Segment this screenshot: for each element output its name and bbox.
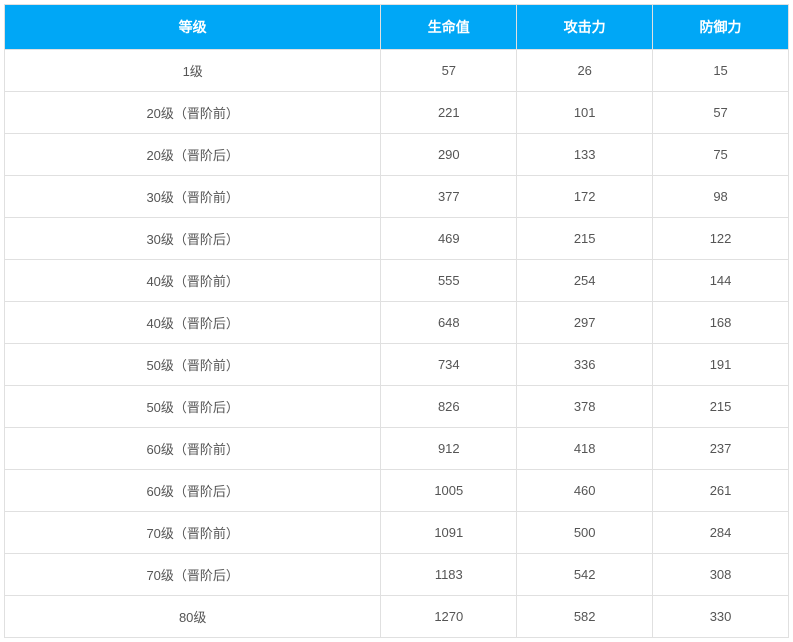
cell-def: 237 (653, 428, 789, 470)
cell-def: 57 (653, 92, 789, 134)
cell-level: 40级（晋阶前） (5, 260, 381, 302)
table-row: 60级（晋阶后）1005460261 (5, 470, 789, 512)
cell-level: 60级（晋阶后） (5, 470, 381, 512)
cell-level: 70级（晋阶前） (5, 512, 381, 554)
cell-hp: 555 (381, 260, 517, 302)
header-level: 等级 (5, 5, 381, 50)
cell-hp: 1005 (381, 470, 517, 512)
cell-hp: 1270 (381, 596, 517, 638)
cell-hp: 734 (381, 344, 517, 386)
cell-def: 284 (653, 512, 789, 554)
cell-level: 20级（晋阶后） (5, 134, 381, 176)
cell-level: 70级（晋阶后） (5, 554, 381, 596)
table-row: 30级（晋阶前）37717298 (5, 176, 789, 218)
cell-hp: 221 (381, 92, 517, 134)
cell-level: 50级（晋阶后） (5, 386, 381, 428)
table-row: 40级（晋阶前）555254144 (5, 260, 789, 302)
cell-level: 60级（晋阶前） (5, 428, 381, 470)
cell-hp: 1091 (381, 512, 517, 554)
table-row: 70级（晋阶前）1091500284 (5, 512, 789, 554)
header-atk: 攻击力 (517, 5, 653, 50)
cell-hp: 648 (381, 302, 517, 344)
table-row: 1级572615 (5, 50, 789, 92)
cell-def: 215 (653, 386, 789, 428)
cell-level: 50级（晋阶前） (5, 344, 381, 386)
cell-hp: 57 (381, 50, 517, 92)
table-row: 50级（晋阶前）734336191 (5, 344, 789, 386)
header-hp: 生命值 (381, 5, 517, 50)
cell-atk: 336 (517, 344, 653, 386)
table-header: 等级 生命值 攻击力 防御力 (5, 5, 789, 50)
cell-atk: 254 (517, 260, 653, 302)
cell-def: 75 (653, 134, 789, 176)
cell-atk: 133 (517, 134, 653, 176)
table-row: 20级（晋阶后）29013375 (5, 134, 789, 176)
cell-atk: 542 (517, 554, 653, 596)
cell-def: 330 (653, 596, 789, 638)
table-row: 40级（晋阶后）648297168 (5, 302, 789, 344)
cell-level: 40级（晋阶后） (5, 302, 381, 344)
cell-level: 30级（晋阶前） (5, 176, 381, 218)
cell-hp: 290 (381, 134, 517, 176)
cell-def: 168 (653, 302, 789, 344)
cell-hp: 826 (381, 386, 517, 428)
table-row: 50级（晋阶后）826378215 (5, 386, 789, 428)
cell-hp: 1183 (381, 554, 517, 596)
cell-level: 1级 (5, 50, 381, 92)
header-def: 防御力 (653, 5, 789, 50)
table-row: 20级（晋阶前）22110157 (5, 92, 789, 134)
cell-def: 191 (653, 344, 789, 386)
cell-level: 20级（晋阶前） (5, 92, 381, 134)
cell-atk: 418 (517, 428, 653, 470)
cell-hp: 912 (381, 428, 517, 470)
stats-table: 等级 生命值 攻击力 防御力 1级57261520级（晋阶前）221101572… (4, 4, 789, 638)
table-row: 60级（晋阶前）912418237 (5, 428, 789, 470)
cell-hp: 469 (381, 218, 517, 260)
cell-def: 122 (653, 218, 789, 260)
cell-atk: 101 (517, 92, 653, 134)
cell-atk: 460 (517, 470, 653, 512)
cell-atk: 297 (517, 302, 653, 344)
cell-level: 80级 (5, 596, 381, 638)
cell-atk: 582 (517, 596, 653, 638)
cell-atk: 26 (517, 50, 653, 92)
cell-def: 15 (653, 50, 789, 92)
cell-def: 144 (653, 260, 789, 302)
cell-def: 98 (653, 176, 789, 218)
header-row: 等级 生命值 攻击力 防御力 (5, 5, 789, 50)
table-row: 30级（晋阶后）469215122 (5, 218, 789, 260)
cell-def: 308 (653, 554, 789, 596)
cell-def: 261 (653, 470, 789, 512)
table-body: 1级57261520级（晋阶前）2211015720级（晋阶后）29013375… (5, 50, 789, 638)
cell-hp: 377 (381, 176, 517, 218)
cell-atk: 500 (517, 512, 653, 554)
cell-level: 30级（晋阶后） (5, 218, 381, 260)
table-row: 70级（晋阶后）1183542308 (5, 554, 789, 596)
cell-atk: 378 (517, 386, 653, 428)
table-row: 80级1270582330 (5, 596, 789, 638)
cell-atk: 215 (517, 218, 653, 260)
cell-atk: 172 (517, 176, 653, 218)
